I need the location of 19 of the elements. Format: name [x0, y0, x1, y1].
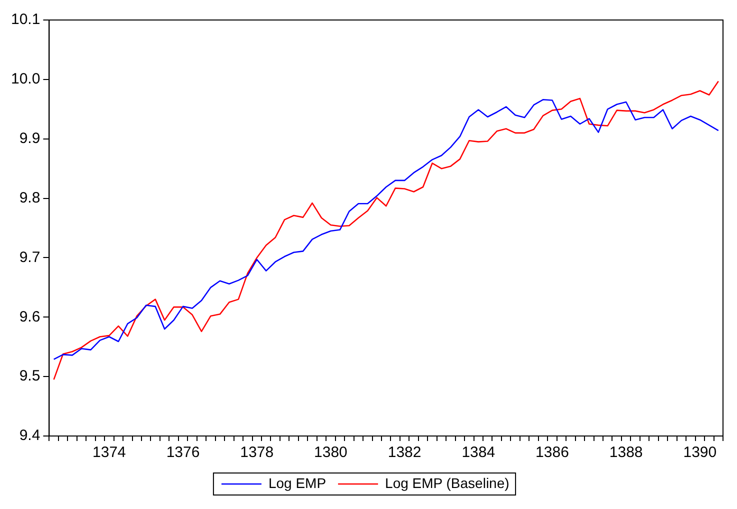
y-tick-label: 9.6 [19, 308, 40, 326]
legend-label: Log EMP [268, 474, 326, 491]
x-tick-label: 1376 [166, 444, 200, 462]
y-tick-label: 10.1 [10, 11, 40, 28]
x-tick-label: 1386 [536, 444, 569, 462]
x-tick-label: 1384 [462, 444, 496, 462]
y-tick-label: 9.9 [19, 130, 40, 147]
y-tick-label: 9.4 [19, 427, 40, 444]
x-tick-label: 1390 [683, 444, 717, 462]
y-tick-label: 9.5 [19, 368, 40, 385]
legend-label: Log EMP (Baseline) [385, 474, 510, 491]
y-tick-label: 9.7 [19, 248, 40, 266]
x-tick-label: 1382 [388, 444, 422, 462]
y-tick-label: 9.8 [19, 189, 40, 206]
x-tick-label: 1388 [609, 444, 643, 462]
x-tick-label: 1374 [92, 444, 126, 462]
y-tick-label: 10.0 [10, 70, 40, 88]
x-tick-label: 1380 [314, 444, 348, 462]
x-tick-label: 1378 [240, 444, 274, 462]
